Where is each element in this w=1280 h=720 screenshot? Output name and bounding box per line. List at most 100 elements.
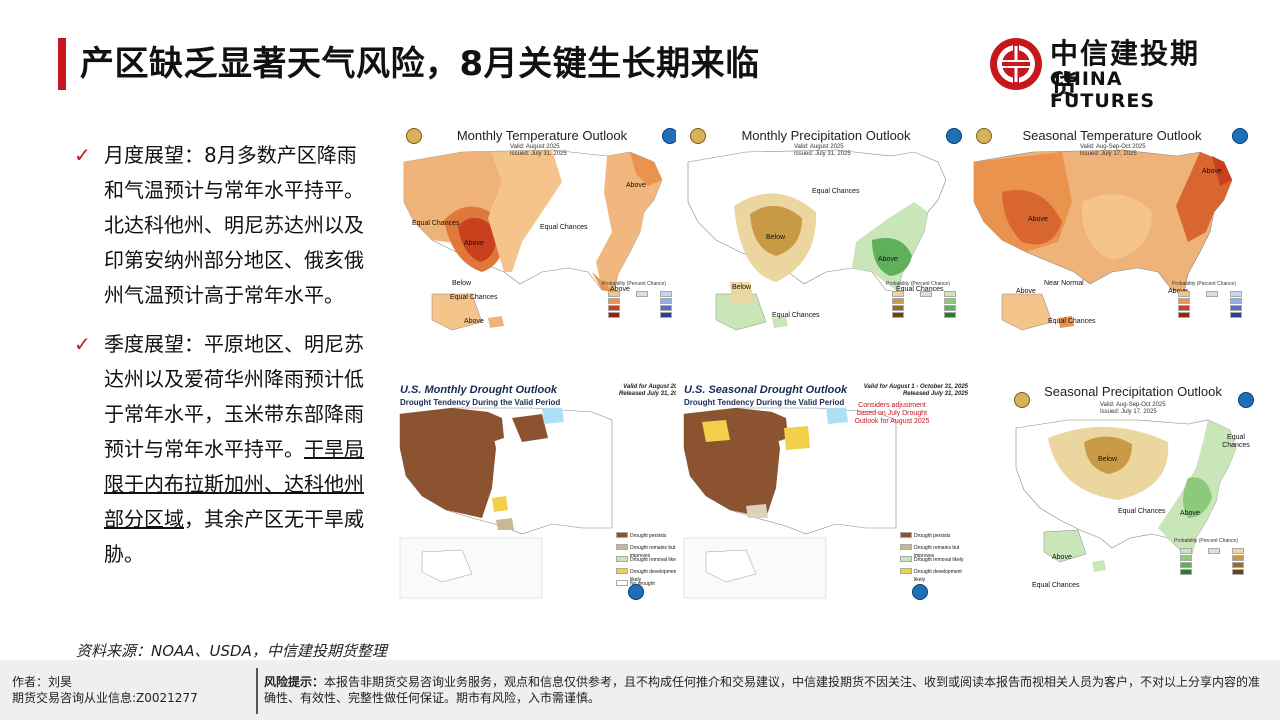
legend-swatch — [608, 305, 620, 311]
map-label: Near Normal — [1044, 280, 1084, 287]
legend-swatch — [660, 291, 672, 297]
legend-row: Drought development likely — [616, 566, 688, 583]
map-label: Equal Chances — [450, 294, 498, 301]
map-label: Equal Chances — [1032, 582, 1080, 589]
footer: 作者：刘昊 期货交易咨询从业信息:Z0021277 风险提示：本报告非期货交易咨… — [0, 660, 1280, 720]
legend-swatch — [900, 556, 912, 562]
title-accent-bar — [58, 38, 66, 90]
map-title: Seasonal Precipitation Outlook — [1044, 384, 1222, 399]
map-label: Below — [732, 284, 752, 291]
map-label: Equal Chances — [812, 188, 860, 195]
legend-swatch — [1232, 569, 1244, 575]
map-title: Monthly Temperature Outlook — [456, 128, 628, 143]
legend-swatch — [1232, 555, 1244, 561]
logo-chinese-name: 中信建投期货 — [1050, 37, 1201, 102]
map-title: Monthly Precipitation Outlook — [741, 128, 911, 143]
map-dates: Valid: August 2025 Issued: July 31, 2025 — [510, 144, 567, 158]
noaa-logo-icon — [628, 584, 644, 600]
doc-seal-icon — [406, 128, 422, 144]
map-dates: Valid for August 2025 Released July 31, … — [619, 384, 684, 398]
footer-risk-block: 风险提示：本报告非期货交易咨询业务服务，观点和信息仅供参考，且不构成任何推介和交… — [264, 674, 1264, 706]
legend-swatch — [1180, 548, 1192, 554]
legend-swatch — [608, 291, 620, 297]
check-icon: ✓ — [74, 332, 91, 356]
legend-swatch — [1232, 548, 1244, 554]
legend-label: Drought removal likely — [914, 557, 964, 563]
noaa-logo-icon — [1232, 128, 1248, 144]
probability-legend: Probability (Percent Chance) — [1156, 281, 1252, 333]
legend-swatch — [1180, 555, 1192, 561]
map-dates: Valid for August 1 - October 31, 2025 Re… — [864, 384, 968, 398]
us-map-graphic — [973, 149, 1233, 331]
drought-legend: Drought persists Drought remains but imp… — [616, 530, 688, 590]
legend-swatch — [608, 298, 620, 304]
us-map-graphic — [1015, 419, 1237, 572]
map-issued: Issued: July 17, 2025 — [1100, 409, 1157, 415]
noaa-logo-icon — [912, 584, 928, 600]
legend-swatch — [1178, 298, 1190, 304]
noaa-logo-icon — [946, 128, 962, 144]
doc-seal-icon — [976, 128, 992, 144]
footer-author: 作者：刘昊 — [12, 675, 73, 689]
legend-swatch — [1178, 312, 1190, 318]
legend-label: No drought — [630, 581, 655, 587]
map-label: Equal Chances — [772, 312, 820, 319]
legend-swatch — [660, 298, 672, 304]
map-label: Equal Chances — [1222, 434, 1250, 449]
map-monthly-temperature: Monthly Temperature Outlook Valid: Augus… — [392, 122, 692, 347]
map-seasonal-precipitation: Seasonal Precipitation Outlook Valid: Au… — [1008, 378, 1258, 604]
map-label: Above — [1028, 216, 1048, 223]
map-valid: Valid for August 2025 — [623, 384, 684, 390]
legend-swatch — [616, 580, 628, 586]
map-released: Released July 31, 2025 — [902, 391, 968, 397]
legend-swatch — [660, 312, 672, 318]
bullet-seasonal-outlook: ✓ 季度展望：平原地区、明尼苏达州以及爱荷华州降雨预计低于常年水平，玉米带东部降… — [74, 327, 370, 572]
legend-caption: Probability (Percent Chance) — [602, 281, 666, 287]
legend-swatch — [1230, 291, 1242, 297]
bullet-list: ✓ 月度展望：8月多数产区降雨和气温预计与常年水平持平。北达科他州、明尼苏达州以… — [74, 138, 370, 586]
check-icon: ✓ — [74, 143, 91, 167]
source-note: 资料来源：NOAA、USDA，中信建投期货整理 — [76, 642, 387, 660]
legend-swatch — [892, 305, 904, 311]
legend-swatch — [892, 312, 904, 318]
us-map-graphic — [403, 149, 663, 331]
map-label: Below — [452, 280, 472, 287]
us-map-graphic — [683, 407, 897, 599]
legend-row: Drought persists — [616, 530, 688, 542]
bullet-text: 月度展望：8月多数产区降雨和气温预计与常年水平持平。北达科他州、明尼苏达州以及印… — [104, 143, 364, 307]
legend-swatch — [944, 298, 956, 304]
legend-label: Drought persists — [630, 533, 667, 539]
brand-logo: 中信建投期货 CHINA FUTURES — [988, 36, 1228, 112]
map-title: U.S. Seasonal Drought Outlook — [684, 384, 848, 396]
drought-legend: Drought persists Drought remains but imp… — [900, 530, 972, 583]
map-label: Equal Chances — [540, 224, 588, 231]
map-released: Released July 31, 2025 — [618, 391, 684, 397]
probability-legend: Probability (Percent Chance) — [870, 281, 966, 333]
legend-swatch — [1180, 562, 1192, 568]
doc-seal-icon — [1014, 392, 1030, 408]
legend-row: No drought — [616, 578, 688, 590]
noaa-logo-icon — [1238, 392, 1254, 408]
map-label: Above — [1016, 288, 1036, 295]
map-valid: Valid for August 1 - October 31, 2025 — [863, 384, 968, 390]
map-label: Equal Chances — [896, 286, 944, 293]
map-valid: Valid: August 2025 — [794, 144, 844, 150]
legend-row: Drought removal likely — [900, 554, 972, 566]
map-valid: Valid: August 2025 — [510, 144, 560, 150]
legend-swatch — [616, 544, 628, 550]
map-label: Above — [1052, 554, 1072, 561]
bullet-underlined-text: 干旱局限于内布拉斯加州、达科他州部分区域 — [104, 437, 364, 531]
bullet-tail-text: ，其余产区无干旱威胁。 — [104, 507, 364, 566]
legend-swatch — [1178, 305, 1190, 311]
legend-swatch — [900, 532, 912, 538]
map-seasonal-drought: U.S. Seasonal Drought Outlook Drought Te… — [676, 378, 976, 604]
footer-license: 期货交易咨询从业信息:Z0021277 — [12, 691, 198, 705]
legend-label: Drought removal likely — [630, 557, 680, 563]
legend-swatch — [892, 298, 904, 304]
legend-label: Drought development likely — [914, 569, 962, 583]
map-title: U.S. Monthly Drought Outlook — [400, 384, 558, 396]
legend-swatch — [1178, 291, 1190, 297]
legend-swatch — [944, 291, 956, 297]
page-title: 产区缺乏显著天气风险，8月关键生长期来临 — [80, 44, 760, 84]
footer-risk-label: 风险提示： — [264, 675, 325, 689]
